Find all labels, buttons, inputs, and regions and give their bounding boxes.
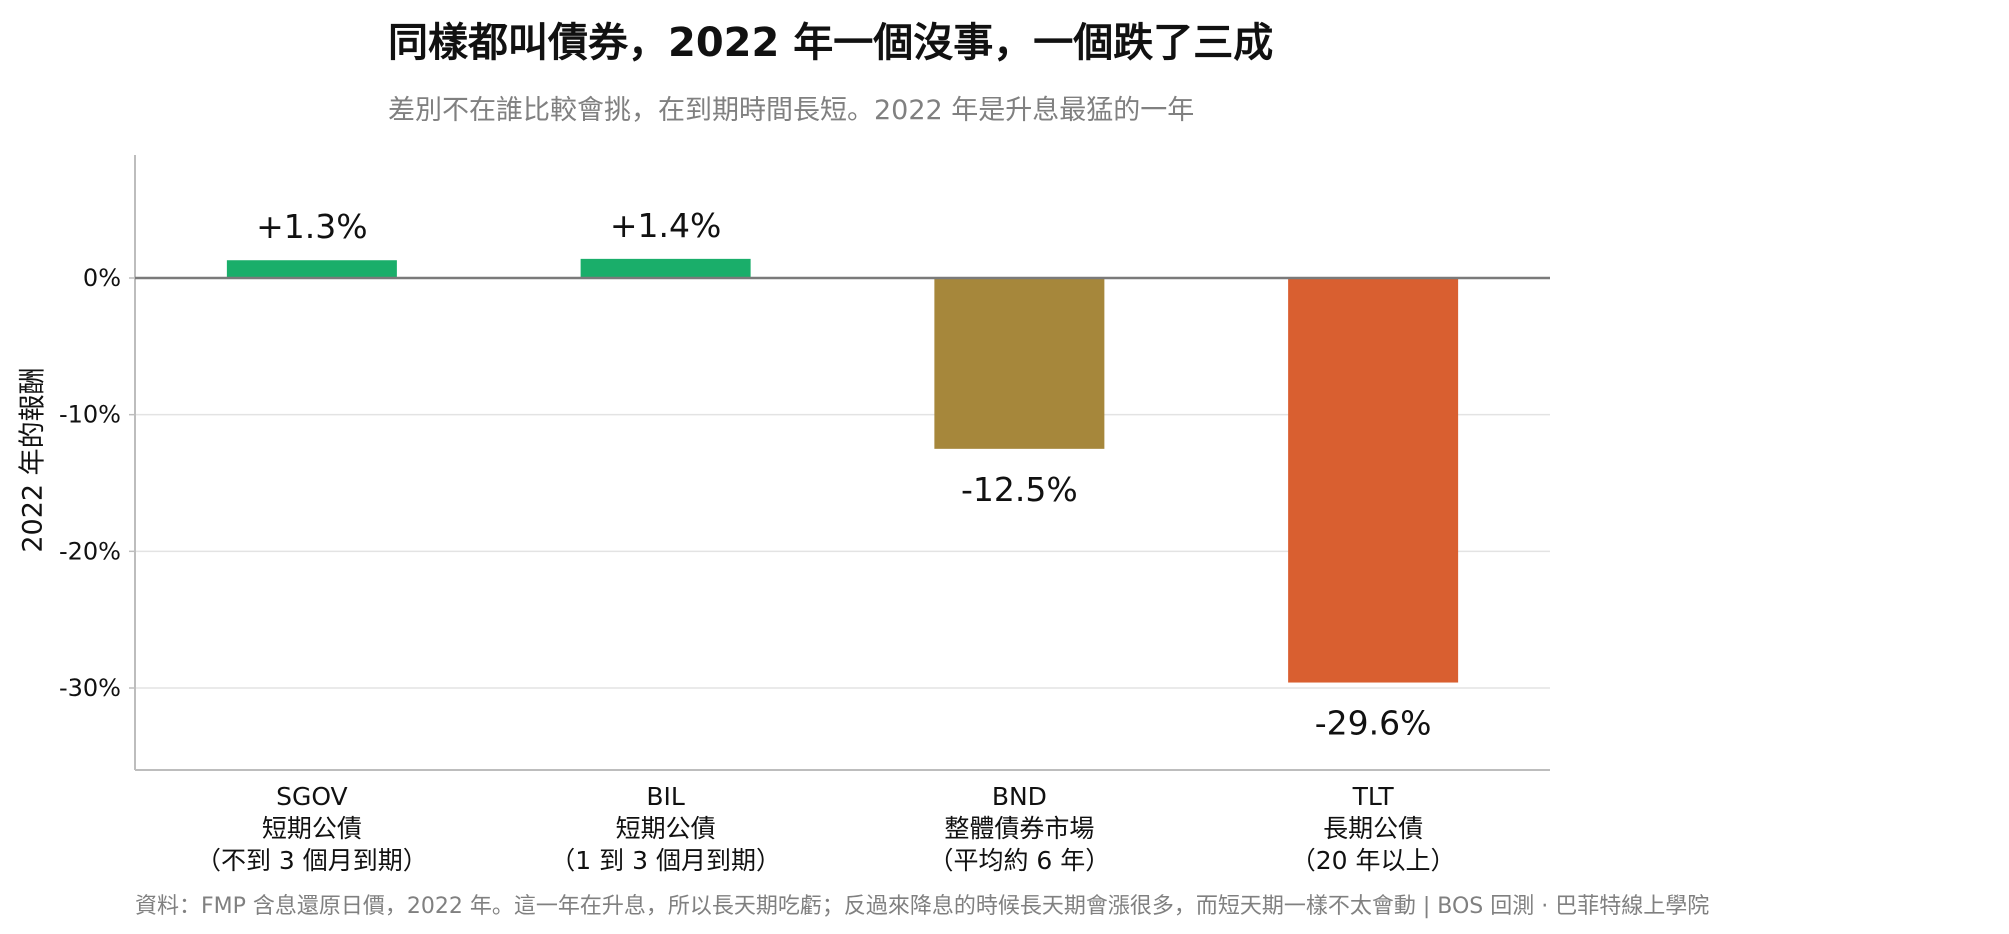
x-tick-label: 整體債券市場 — [944, 814, 1094, 843]
x-tick-label: （1 到 3 個月到期） — [550, 846, 781, 875]
bar-3 — [1288, 278, 1459, 683]
x-tick-label: TLT — [1352, 782, 1395, 811]
data-label-3: -29.6% — [1315, 704, 1432, 743]
y-tick-label: -30% — [59, 674, 121, 702]
chart-title: 同樣都叫債券，2022 年一個沒事，一個跌了三成 — [388, 20, 1274, 66]
data-label-2: -12.5% — [961, 470, 1078, 509]
x-tick-label: BIL — [646, 782, 685, 811]
y-tick-label: 0% — [83, 264, 121, 292]
bar-1 — [580, 258, 751, 278]
data-label-0: +1.3% — [256, 207, 368, 246]
chart-subtitle: 差別不在誰比較會挑，在到期時間長短。2022 年是升息最猛的一年 — [388, 95, 1195, 126]
x-tick-label: BND — [992, 782, 1047, 811]
bar-0 — [226, 260, 397, 278]
x-tick-label: 長期公債 — [1323, 814, 1423, 843]
x-tick-label: （平均約 6 年） — [928, 846, 1110, 875]
x-tick-label: 短期公債 — [616, 814, 716, 843]
bar-2 — [934, 278, 1105, 449]
x-tick-label: SGOV — [276, 782, 348, 811]
source-footer: 資料：FMP 含息還原日價，2022 年。這一年在升息，所以長天期吃虧；反過來降… — [135, 894, 1710, 919]
x-tick-label: （不到 3 個月到期） — [196, 846, 428, 875]
y-tick-label: -20% — [59, 537, 121, 565]
x-tick-label: 短期公債 — [262, 814, 362, 843]
data-label-1: +1.4% — [610, 206, 722, 245]
y-tick-label: -10% — [59, 401, 121, 429]
x-tick-label: （20 年以上） — [1291, 846, 1456, 875]
